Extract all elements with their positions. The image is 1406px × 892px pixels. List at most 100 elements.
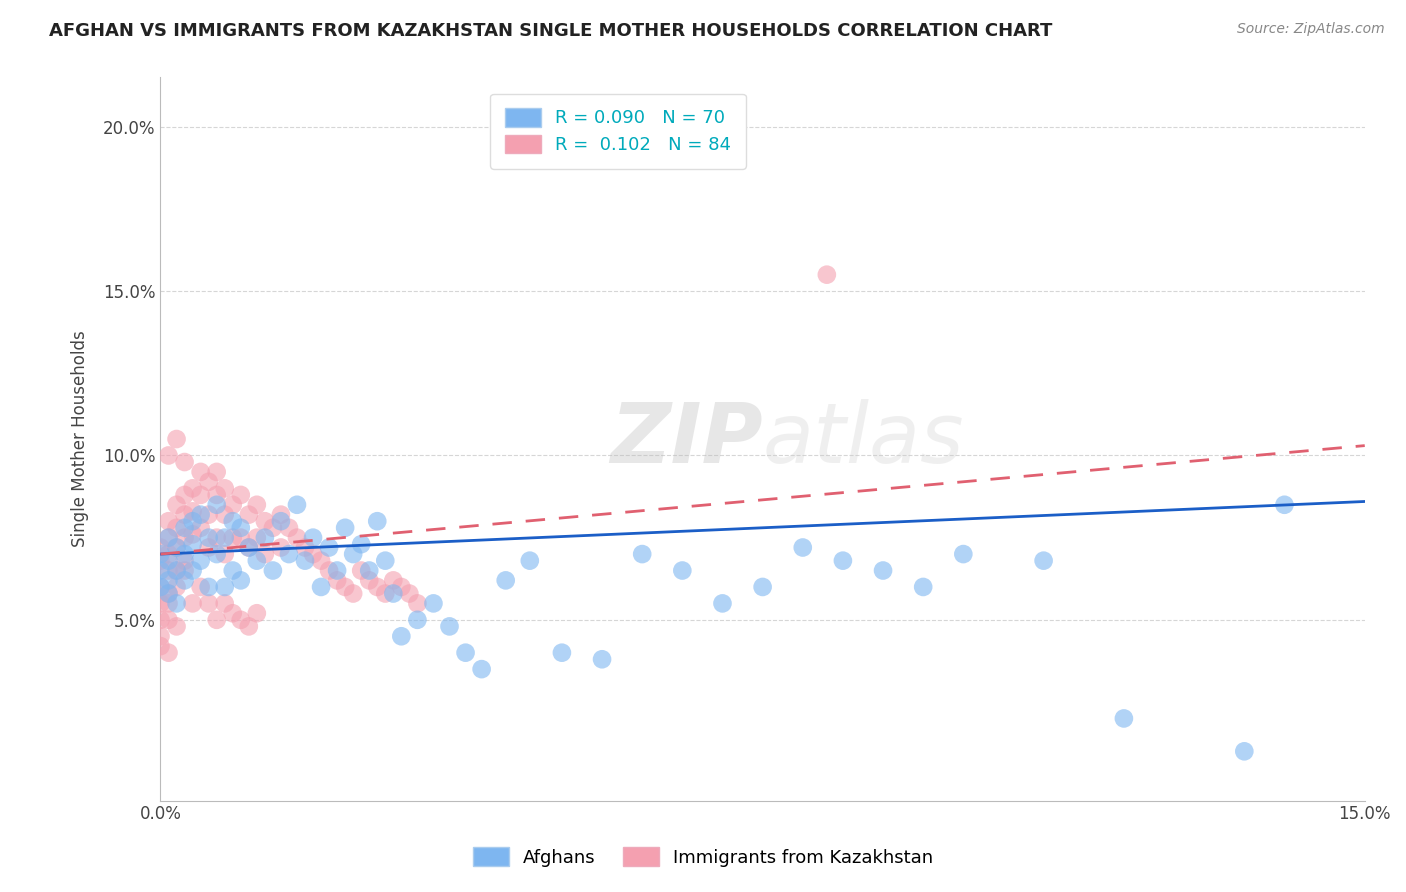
Point xyxy=(285,531,308,545)
Point xyxy=(149,564,172,578)
Point xyxy=(253,514,276,528)
Text: Source: ZipAtlas.com: Source: ZipAtlas.com xyxy=(1237,22,1385,37)
Point xyxy=(181,481,204,495)
Point xyxy=(173,455,195,469)
Point xyxy=(333,580,356,594)
Point xyxy=(222,564,245,578)
Point xyxy=(205,465,228,479)
Point xyxy=(253,531,276,545)
Point xyxy=(157,554,180,568)
Point xyxy=(181,537,204,551)
Point xyxy=(815,268,838,282)
Point xyxy=(382,574,405,588)
Point xyxy=(190,554,212,568)
Point xyxy=(181,514,204,528)
Point xyxy=(471,662,494,676)
Point xyxy=(173,531,195,545)
Point xyxy=(253,547,276,561)
Point xyxy=(359,564,381,578)
Point xyxy=(359,574,381,588)
Point xyxy=(333,521,356,535)
Point xyxy=(205,613,228,627)
Point xyxy=(238,619,260,633)
Point xyxy=(173,488,195,502)
Point xyxy=(190,508,212,522)
Point xyxy=(262,521,284,535)
Point xyxy=(285,498,308,512)
Point xyxy=(246,606,269,620)
Point xyxy=(238,541,260,555)
Point xyxy=(374,586,396,600)
Point xyxy=(711,596,734,610)
Point xyxy=(181,564,204,578)
Point xyxy=(173,547,195,561)
Point xyxy=(197,596,219,610)
Point xyxy=(157,596,180,610)
Point xyxy=(149,629,172,643)
Point xyxy=(149,580,172,594)
Point xyxy=(173,521,195,535)
Point xyxy=(157,531,180,545)
Point xyxy=(149,541,172,555)
Point xyxy=(238,508,260,522)
Point xyxy=(222,606,245,620)
Point xyxy=(591,652,613,666)
Point xyxy=(157,574,180,588)
Y-axis label: Single Mother Households: Single Mother Households xyxy=(72,331,89,548)
Point xyxy=(270,514,292,528)
Point xyxy=(166,619,188,633)
Point xyxy=(214,508,236,522)
Point xyxy=(157,586,180,600)
Point xyxy=(398,586,420,600)
Point xyxy=(181,504,204,518)
Point xyxy=(205,498,228,512)
Point xyxy=(222,498,245,512)
Point xyxy=(222,531,245,545)
Point xyxy=(389,629,412,643)
Point xyxy=(350,537,373,551)
Point xyxy=(166,432,188,446)
Point xyxy=(197,475,219,489)
Point xyxy=(190,488,212,502)
Point xyxy=(197,580,219,594)
Point xyxy=(229,574,252,588)
Point xyxy=(229,613,252,627)
Point xyxy=(952,547,974,561)
Point xyxy=(278,521,301,535)
Point xyxy=(149,613,172,627)
Point xyxy=(1032,554,1054,568)
Point xyxy=(246,531,269,545)
Text: ZIP: ZIP xyxy=(610,399,762,480)
Point xyxy=(166,564,188,578)
Point xyxy=(350,564,373,578)
Point xyxy=(551,646,574,660)
Point xyxy=(166,580,188,594)
Point xyxy=(222,514,245,528)
Point xyxy=(197,508,219,522)
Point xyxy=(173,564,195,578)
Point xyxy=(309,580,332,594)
Point xyxy=(205,547,228,561)
Point xyxy=(326,574,349,588)
Point xyxy=(912,580,935,594)
Point xyxy=(671,564,693,578)
Point xyxy=(278,547,301,561)
Point xyxy=(631,547,654,561)
Point xyxy=(406,613,429,627)
Point xyxy=(294,554,316,568)
Point xyxy=(1274,498,1296,512)
Point xyxy=(166,498,188,512)
Point xyxy=(246,554,269,568)
Point xyxy=(238,541,260,555)
Point xyxy=(157,613,180,627)
Point xyxy=(229,531,252,545)
Point xyxy=(181,596,204,610)
Point xyxy=(157,514,180,528)
Point xyxy=(326,564,349,578)
Point xyxy=(294,541,316,555)
Point xyxy=(157,564,180,578)
Point xyxy=(157,646,180,660)
Point xyxy=(422,596,444,610)
Point xyxy=(166,564,188,578)
Legend: Afghans, Immigrants from Kazakhstan: Afghans, Immigrants from Kazakhstan xyxy=(465,840,941,874)
